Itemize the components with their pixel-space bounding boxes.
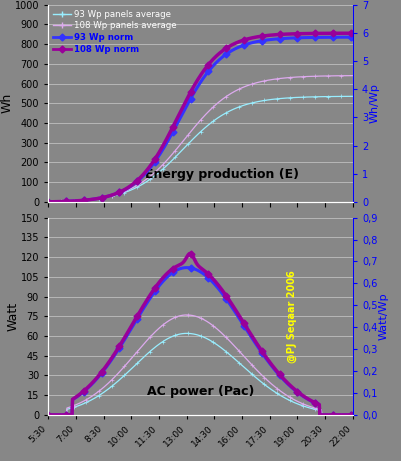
Y-axis label: Watt/Wp: Watt/Wp (379, 292, 389, 340)
Legend: 93 Wp panels average, 108 Wp panels average, 93 Wp norm, 108 Wp norm: 93 Wp panels average, 108 Wp panels aver… (50, 6, 180, 57)
Text: Energy production (E): Energy production (E) (145, 168, 299, 181)
Y-axis label: Watt: Watt (6, 301, 19, 331)
Text: AC power (Pac): AC power (Pac) (147, 385, 254, 398)
Y-axis label: Wh/Wp: Wh/Wp (370, 83, 380, 123)
Y-axis label: Wh: Wh (0, 93, 13, 113)
Text: @PJ Seqaar 2006: @PJ Seqaar 2006 (287, 270, 297, 363)
